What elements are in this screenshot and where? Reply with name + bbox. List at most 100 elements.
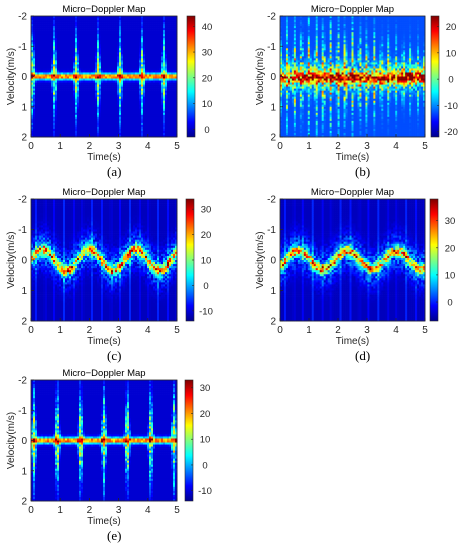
heatmap-cell	[173, 72, 176, 75]
heatmap-cell	[69, 34, 72, 37]
heatmap-cell	[157, 86, 160, 89]
heatmap-cell	[173, 56, 176, 59]
heatmap-cell	[133, 58, 136, 61]
heatmap-cell	[121, 18, 124, 21]
heatmap-cell	[109, 122, 112, 126]
heatmap-cell	[133, 116, 136, 120]
heatmap-cell	[91, 104, 94, 108]
heatmap-cell	[37, 128, 40, 132]
heatmap-cell	[101, 24, 104, 27]
heatmap-cell	[55, 30, 58, 33]
heatmap-cell	[63, 34, 66, 37]
heatmap-cell	[167, 84, 170, 87]
heatmap-cell	[59, 28, 62, 31]
heatmap-cell	[111, 28, 114, 31]
heatmap-cell	[103, 80, 106, 83]
heatmap-cell	[43, 24, 46, 27]
heatmap-cell	[57, 18, 60, 21]
heatmap-cell	[135, 76, 138, 79]
heatmap-cell	[131, 30, 134, 33]
heatmap-cell	[63, 120, 66, 124]
heatmap-cell	[281, 44, 285, 47]
heatmap-cell	[169, 96, 172, 100]
heatmap-cell	[111, 98, 114, 102]
heatmap-cell	[39, 26, 42, 29]
heatmap-cell	[163, 108, 166, 112]
heatmap-cell	[159, 128, 162, 132]
heatmap-cell	[71, 128, 74, 132]
heatmap-cell	[105, 114, 108, 118]
heatmap-cell	[101, 62, 104, 65]
heatmap-cell	[81, 48, 84, 51]
heatmap-cell	[280, 126, 283, 130]
heatmap-cell	[81, 104, 84, 108]
heatmap-cell	[49, 30, 52, 33]
heatmap-cell	[77, 102, 80, 106]
heatmap-cell	[123, 102, 126, 106]
heatmap-cell	[55, 28, 58, 31]
heatmap-cell	[117, 30, 120, 33]
heatmap-cell	[169, 66, 172, 69]
heatmap-cell	[137, 86, 140, 89]
heatmap-cell	[129, 24, 132, 27]
heatmap-cell	[95, 78, 98, 81]
heatmap-cell	[161, 34, 164, 37]
heatmap-cell	[59, 94, 62, 98]
heatmap-cell	[139, 80, 142, 83]
heatmap-cell	[155, 32, 158, 35]
heatmap-cell	[115, 20, 118, 23]
heatmap-cell	[53, 76, 56, 79]
heatmap-cell	[280, 118, 283, 122]
heatmap-cell	[295, 22, 299, 25]
heatmap-cell	[67, 78, 70, 81]
heatmap-cell	[35, 72, 38, 75]
heatmap-cell	[165, 32, 168, 35]
heatmap-cell	[111, 18, 114, 21]
heatmap-cell	[167, 92, 170, 95]
heatmap-cell	[283, 86, 287, 89]
heatmap-cell	[51, 74, 54, 77]
heatmap-cell	[155, 92, 158, 95]
heatmap-cell	[97, 72, 100, 75]
heatmap-cell	[131, 44, 134, 47]
heatmap-cell	[69, 84, 72, 87]
heatmap-cell	[175, 126, 178, 130]
heatmap-cell	[41, 48, 44, 51]
heatmap-cell	[157, 104, 160, 108]
heatmap-cell	[131, 40, 134, 43]
heatmap-cell	[161, 36, 164, 39]
heatmap-cell	[175, 18, 178, 21]
heatmap-cell	[33, 78, 36, 81]
heatmap-cell	[55, 76, 58, 79]
heatmap-cell	[57, 44, 60, 47]
heatmap-cell	[283, 94, 287, 98]
heatmap-cell	[77, 110, 80, 114]
heatmap-cell	[31, 128, 34, 132]
heatmap-cell	[155, 30, 158, 33]
heatmap-cell	[65, 68, 68, 71]
heatmap-cell	[97, 128, 100, 132]
heatmap-cell	[93, 92, 96, 95]
heatmap-cell	[167, 118, 170, 122]
heatmap-cell	[117, 118, 120, 122]
heatmap-cell	[43, 100, 46, 104]
heatmap-cell	[59, 70, 62, 73]
heatmap-cell	[113, 60, 116, 63]
heatmap-cell	[87, 52, 90, 55]
heatmap-cell	[281, 90, 285, 93]
heatmap-cell	[97, 58, 100, 61]
heatmap-cell	[289, 32, 293, 35]
heatmap-cell	[135, 44, 138, 47]
heatmap-cell	[71, 92, 74, 95]
heatmap-cell	[61, 34, 64, 37]
heatmap-cell	[283, 24, 287, 27]
heatmap-cell	[125, 60, 128, 63]
heatmap-cell	[51, 104, 54, 108]
heatmap-cell	[35, 96, 38, 100]
heatmap-cell	[145, 134, 148, 138]
heatmap-cell	[65, 74, 68, 77]
heatmap-cell	[85, 106, 88, 110]
heatmap-cell	[173, 54, 176, 57]
heatmap-cell	[79, 20, 82, 23]
heatmap-cell	[37, 82, 40, 85]
